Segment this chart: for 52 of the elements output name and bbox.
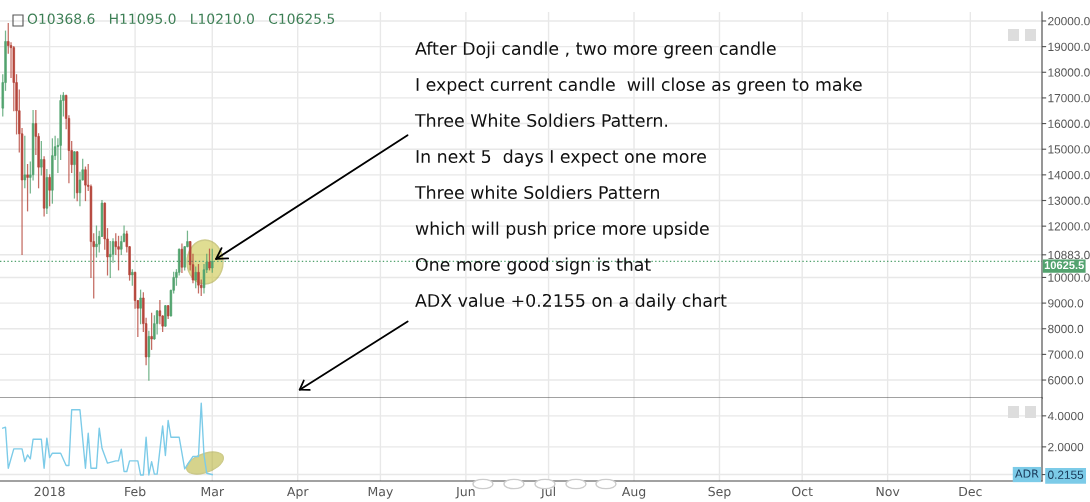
x-tick-label: Sep [708, 486, 731, 499]
candlestick [95, 225, 98, 258]
annotation: I expect current candle will close as green to make [416, 77, 862, 95]
y-tick-label: 19000.0 [1048, 42, 1090, 52]
candlestick [40, 140, 43, 176]
x-tick-label: May [368, 486, 393, 499]
x-tick-label: Feb [125, 486, 146, 497]
y-tick-label: 18000.0 [1048, 68, 1090, 77]
y-tick-label: 20000.0 [1048, 17, 1090, 26]
candlestick [26, 163, 29, 212]
candlestick [158, 299, 162, 325]
y-tick-label: 2.0000 [1048, 442, 1084, 452]
x-tick-label: Nov [876, 486, 900, 497]
annotation: Three white Soldiers Pattern [414, 185, 659, 200]
candlestick [84, 166, 87, 202]
ref-line-label: 10625.5 [1044, 261, 1084, 270]
annotation: One more good sign is that [415, 257, 651, 275]
legend-label: ADR [1015, 469, 1039, 478]
candlestick [48, 174, 51, 207]
annotation: In next 5 days I expect one more [416, 149, 706, 167]
candlestick [78, 171, 82, 207]
x-tick-label: 2018 [34, 486, 65, 497]
y-tick-label: 6000.0 [1048, 376, 1084, 385]
annotation: Three White Soldiers Pattern. [414, 113, 668, 128]
x-tick-label: Apr [287, 486, 309, 499]
y-tick-label: 0.2155 [1048, 470, 1084, 479]
x-tick-label: Dec [959, 486, 982, 497]
y-tick-label: 10000.0 [1048, 273, 1090, 282]
y-tick-label: 16000.0 [1048, 119, 1090, 128]
y-tick-label: 8000.0 [1048, 324, 1084, 334]
annotation: which will push price more upside [415, 221, 709, 239]
y-tick-label: 13000.0 [1048, 196, 1090, 205]
y-tick-label: 7000.0 [1048, 350, 1084, 359]
x-tick-label: Aug [621, 486, 646, 499]
annotation: O10368.6 H11095.0 L10210.0 C10625.5 [27, 13, 335, 25]
candlestick [139, 289, 142, 325]
y-tick-label: 10883.0 [1048, 250, 1090, 260]
y-tick-label: 12000.0 [1048, 222, 1090, 231]
candlestick [197, 264, 200, 294]
y-tick-label: 14000.0 [1048, 170, 1090, 180]
x-tick-label: Oct [792, 486, 813, 497]
y-tick-label: 9000.0 [1048, 299, 1084, 308]
y-tick-label: 17000.0 [1048, 93, 1090, 103]
y-tick-label: 15000.0 [1048, 145, 1090, 154]
candlestick [180, 243, 184, 273]
x-tick-label: Jun [455, 486, 475, 499]
annotation: After Doji candle , two more green candle [415, 41, 776, 59]
candlestick [194, 266, 197, 289]
annotation: ADX value +0.2155 on a daily chart [415, 293, 727, 311]
candlestick [73, 151, 76, 199]
y-tick-label: 4.0000 [1047, 411, 1084, 421]
x-tick-label: Mar [201, 486, 225, 497]
